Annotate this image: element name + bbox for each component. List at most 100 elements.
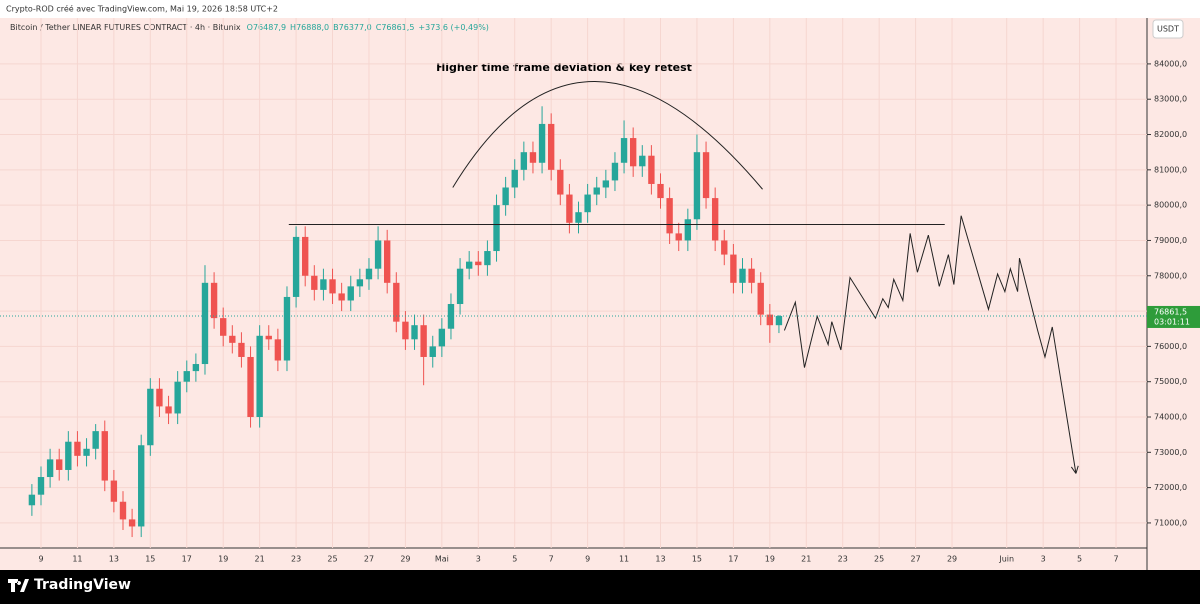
candle-body [775, 315, 783, 326]
candle-body [547, 123, 555, 170]
candle-body [138, 445, 145, 527]
candle-body [183, 371, 190, 382]
candle-body [620, 138, 628, 163]
candle-body [83, 448, 90, 456]
candle-body [438, 328, 446, 347]
ohlc-high: H76888,0 [290, 23, 329, 32]
candle-body [92, 431, 99, 449]
x-tick-label: 5 [1077, 555, 1082, 564]
candle-body [147, 388, 154, 446]
candle-body [56, 459, 63, 470]
currency-box [1152, 19, 1184, 39]
candle-body [465, 261, 473, 269]
ohlc-change: +373,6 (+0,49%) [418, 23, 489, 32]
candle-body [702, 152, 710, 199]
candle-body [520, 152, 528, 170]
y-tick-label: 84000,0 [1154, 59, 1187, 68]
candle-body [229, 335, 236, 343]
x-tick-label: 3 [1041, 555, 1046, 564]
candle-body [274, 339, 282, 361]
top-bar [0, 0, 1200, 18]
candle-body [302, 236, 309, 276]
candle-body [566, 194, 573, 223]
candle-body [557, 169, 564, 195]
candle-body [384, 240, 391, 283]
x-tick-label: 9 [585, 555, 590, 564]
candle-body [247, 356, 254, 418]
candle-body [101, 431, 108, 481]
candle-body [28, 494, 36, 506]
candle-body [648, 155, 655, 184]
candle-body [693, 152, 701, 220]
candle-body [393, 282, 400, 322]
candle-body [402, 321, 409, 340]
candle-body [739, 268, 746, 283]
y-tick-label: 76000,0 [1154, 342, 1187, 351]
x-tick-label: 27 [364, 555, 374, 564]
candle-body [347, 286, 354, 301]
candle-body [639, 155, 646, 167]
x-tick-label: 19 [218, 555, 228, 564]
candle-body [165, 406, 172, 414]
candle-body [320, 279, 327, 290]
candle-body [110, 480, 118, 502]
ohlc-close: C76861,5 [376, 23, 415, 32]
candle-body [602, 180, 610, 188]
candle-body [411, 325, 418, 340]
candle-body [584, 194, 591, 213]
candle-body [575, 212, 582, 223]
y-tick-label: 73000,0 [1154, 448, 1187, 457]
x-tick-label: 21 [801, 555, 811, 564]
candle-body [538, 123, 546, 163]
symbol-line: Bitcoin / Tether LINEAR FUTURES CONTRACT… [10, 23, 489, 32]
candle-body [37, 477, 45, 495]
brand: TradingView [34, 577, 131, 593]
candle-body [529, 152, 537, 163]
candle-body [711, 198, 719, 241]
candle-body [46, 459, 54, 478]
x-tick-label: 15 [692, 555, 702, 564]
x-tick-label: 25 [327, 555, 337, 564]
candle-body [256, 335, 263, 418]
y-tick-label: 80000,0 [1154, 201, 1187, 210]
x-tick-label: 7 [1113, 555, 1118, 564]
x-tick-label: 13 [109, 555, 119, 564]
arrow-head [1070, 466, 1077, 474]
y-tick-label: 75000,0 [1154, 377, 1187, 386]
candle-body [429, 346, 436, 357]
x-tick-label: Juin [998, 555, 1014, 564]
candle-body [265, 335, 272, 340]
candle-body [65, 441, 72, 470]
x-tick-label: 9 [38, 555, 43, 564]
y-tick-label: 82000,0 [1154, 130, 1187, 139]
candle-body [356, 279, 364, 287]
candle-body [493, 205, 500, 252]
candle-body [757, 282, 764, 315]
candle-body [420, 325, 427, 357]
attribution: Crypto-ROD créé avec TradingView.com, Ma… [6, 4, 278, 14]
y-tick-label: 78000,0 [1154, 271, 1187, 280]
candle-body [766, 314, 774, 326]
x-tick-label: 11 [72, 555, 82, 564]
candle-body [475, 261, 482, 266]
candle-body [456, 268, 464, 305]
candle-body [74, 441, 81, 456]
candle-body [684, 219, 692, 241]
x-tick-label: 17 [728, 555, 738, 564]
x-tick-label: 29 [947, 555, 957, 564]
candle-body [675, 233, 682, 241]
last-price-box [1147, 305, 1200, 328]
footer-bar [0, 570, 1200, 604]
candle-body [192, 364, 200, 372]
candle-body [593, 187, 600, 195]
candle-body [311, 275, 318, 290]
y-tick-label: 74000,0 [1154, 413, 1187, 422]
x-tick-label: 11 [619, 555, 629, 564]
y-tick-label: 83000,0 [1154, 95, 1187, 104]
y-tick-label: 72000,0 [1154, 483, 1187, 492]
candle-body [365, 268, 373, 280]
x-tick-label: 27 [911, 555, 921, 564]
candle-body [174, 381, 181, 414]
x-tick-label: 21 [255, 555, 265, 564]
candle-body [511, 169, 518, 188]
